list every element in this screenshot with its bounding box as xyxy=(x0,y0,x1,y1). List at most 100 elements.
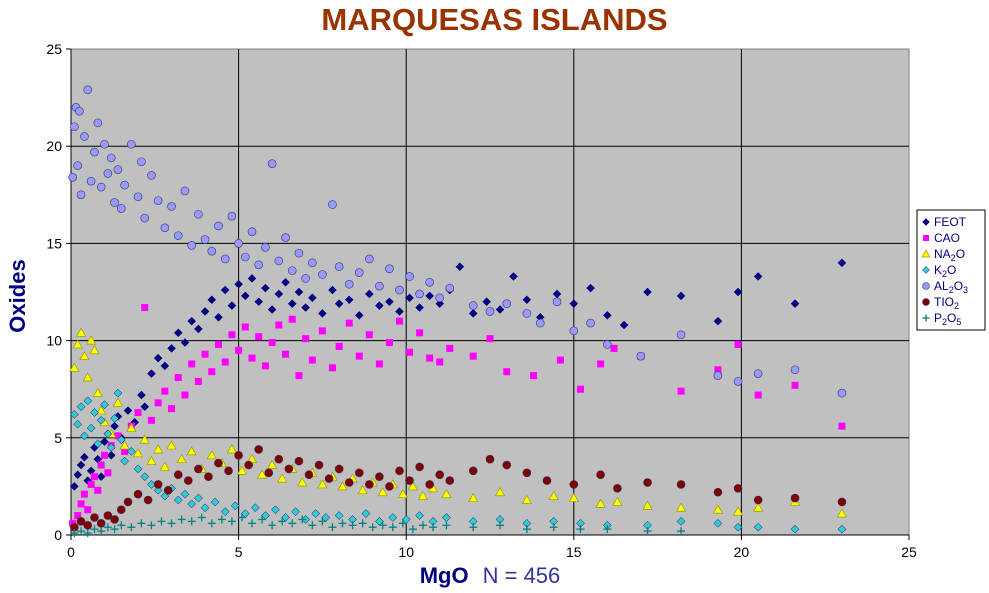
point-feot xyxy=(435,299,445,309)
point-feot xyxy=(294,287,304,297)
point-cao xyxy=(375,360,383,368)
point-k2o xyxy=(837,524,847,534)
point-k2o xyxy=(83,396,93,406)
point-tio2 xyxy=(234,450,243,460)
point-al2o3 xyxy=(234,239,243,248)
point-k2o xyxy=(230,501,240,511)
point-al2o3 xyxy=(106,153,116,163)
point-feot xyxy=(328,285,337,295)
point-tio2 xyxy=(116,505,126,515)
y-tick-label: 15 xyxy=(46,235,62,251)
point-k2o xyxy=(106,443,116,452)
point-tio2 xyxy=(445,476,455,485)
point-cao xyxy=(345,319,353,327)
point-cao xyxy=(255,333,263,341)
point-p2o5 xyxy=(137,519,146,528)
point-al2o3 xyxy=(187,241,196,250)
point-p2o5 xyxy=(318,517,327,526)
point-feot xyxy=(187,316,197,326)
series-feot xyxy=(69,258,847,491)
point-k2o xyxy=(103,429,113,439)
point-cao xyxy=(161,387,169,395)
point-al2o3 xyxy=(68,173,77,182)
point-cao xyxy=(754,391,762,399)
point-feot xyxy=(100,437,109,447)
point-al2o3 xyxy=(127,139,136,149)
point-cao xyxy=(308,356,316,364)
point-na2o xyxy=(732,506,744,516)
point-k2o xyxy=(361,509,371,518)
point-tio2 xyxy=(613,484,622,493)
point-al2o3 xyxy=(120,180,129,190)
point-cao xyxy=(87,480,95,488)
point-cao xyxy=(530,372,538,380)
point-p2o5 xyxy=(217,515,226,524)
point-p2o5 xyxy=(496,521,505,530)
point-cao xyxy=(385,339,393,347)
point-tio2 xyxy=(425,480,434,489)
point-tio2 xyxy=(522,468,532,478)
point-cao xyxy=(221,358,229,366)
point-feot xyxy=(602,310,612,320)
point-na2o xyxy=(417,490,429,500)
point-cao xyxy=(268,339,276,347)
point-p2o5 xyxy=(237,513,246,522)
point-p2o5 xyxy=(70,529,79,538)
point-al2o3 xyxy=(90,147,99,157)
point-feot xyxy=(140,402,150,412)
point-cao xyxy=(174,374,182,382)
point-k2o xyxy=(173,495,183,505)
point-feot xyxy=(287,299,297,309)
point-na2o xyxy=(407,481,419,491)
point-feot xyxy=(307,293,317,303)
x-tick-label: 20 xyxy=(734,544,750,560)
point-tio2 xyxy=(133,489,143,499)
x-tick-label: 0 xyxy=(67,544,75,560)
point-al2o3 xyxy=(281,233,290,242)
point-feot xyxy=(274,289,284,299)
point-cao xyxy=(355,352,363,360)
point-cao xyxy=(154,399,162,407)
point-k2o xyxy=(388,513,398,522)
point-feot xyxy=(240,291,250,301)
point-k2o xyxy=(220,507,230,517)
point-k2o xyxy=(86,423,96,433)
point-al2o3 xyxy=(76,190,86,200)
point-k2o xyxy=(80,431,89,441)
point-feot xyxy=(790,299,800,309)
point-na2o xyxy=(468,492,479,502)
point-feot xyxy=(261,283,270,293)
point-na2o xyxy=(79,350,90,361)
point-feot xyxy=(385,297,394,307)
y-tick-label: 0 xyxy=(54,527,62,543)
point-al2o3 xyxy=(334,262,344,272)
point-p2o5 xyxy=(298,515,307,524)
point-al2o3 xyxy=(96,182,106,192)
point-p2o5 xyxy=(127,523,136,532)
point-tio2 xyxy=(375,472,384,481)
point-feot xyxy=(96,472,106,482)
point-tio2 xyxy=(204,472,213,481)
point-al2o3 xyxy=(93,118,103,128)
point-p2o5 xyxy=(398,519,407,528)
point-p2o5 xyxy=(549,523,558,532)
point-tio2 xyxy=(344,478,354,487)
point-na2o xyxy=(159,461,170,471)
point-al2o3 xyxy=(603,340,612,349)
point-cao xyxy=(84,506,92,514)
point-feot xyxy=(354,310,364,320)
point-p2o5 xyxy=(103,523,112,532)
point-cao xyxy=(147,416,155,424)
point-cao xyxy=(282,350,290,358)
point-k2o xyxy=(69,410,79,419)
point-k2o xyxy=(271,505,280,515)
point-cao xyxy=(677,387,685,395)
y-tick-label: 20 xyxy=(46,138,62,154)
point-tio2 xyxy=(596,470,605,480)
point-al2o3 xyxy=(86,176,96,186)
point-cao xyxy=(714,366,722,374)
point-na2o xyxy=(548,490,559,500)
point-tio2 xyxy=(569,480,579,489)
point-al2o3 xyxy=(405,272,414,281)
point-al2o3 xyxy=(425,277,434,287)
